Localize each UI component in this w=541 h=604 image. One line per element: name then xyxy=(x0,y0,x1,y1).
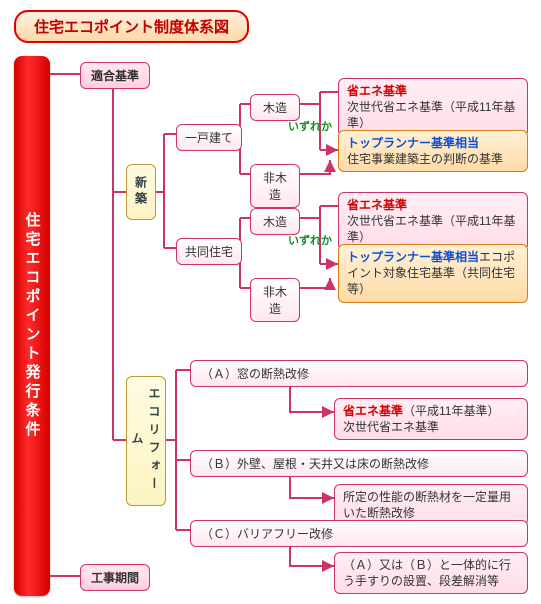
txt: 省エネ基準 xyxy=(347,84,407,98)
txt: （平成11年基準） xyxy=(403,404,499,418)
node-wood-1: 木造 xyxy=(250,94,300,121)
node-conformity: 適合基準 xyxy=(80,62,150,89)
txt: トップランナー基準相当 xyxy=(347,136,479,150)
reform-a-detail: 省エネ基準（平成11年基準） 次世代省エネ基準 xyxy=(334,398,528,440)
node-nonwood-1: 非木造 xyxy=(250,164,300,208)
txt: トップランナー基準相当 xyxy=(347,250,479,264)
either-2: いずれか xyxy=(288,232,332,248)
txt: 住宅事業建築主の判断の基準 xyxy=(347,152,503,166)
txt: 省エネ基準 xyxy=(347,198,407,212)
node-reform: エコリフォーム xyxy=(126,376,166,506)
txt: 次世代省エネ基準 xyxy=(343,420,439,434)
sidebar-label: 住宅エコポイント発行条件 xyxy=(22,212,43,440)
criteria-toprunner-2: トップランナー基準相当エコポイント対象住宅基準（共同住宅等） xyxy=(338,244,528,303)
txt: 次世代省エネ基準（平成11年基準） xyxy=(347,100,515,130)
criteria-energy-2: 省エネ基準 次世代省エネ基準（平成11年基準） xyxy=(338,192,528,251)
reform-c: （Ｃ）バリアフリー改修 xyxy=(190,520,528,547)
node-new-build: 新築 xyxy=(126,164,156,220)
either-1: いずれか xyxy=(288,118,332,134)
node-nonwood-2: 非木造 xyxy=(250,278,300,322)
criteria-toprunner-1: トップランナー基準相当 住宅事業建築主の判断の基準 xyxy=(338,130,528,172)
diagram-title: 住宅エコポイント制度体系図 xyxy=(14,10,249,43)
node-collective: 共同住宅 xyxy=(176,238,242,265)
node-period: 工事期間 xyxy=(80,564,150,591)
txt: 省エネ基準 xyxy=(343,404,403,418)
sidebar: 住宅エコポイント発行条件 xyxy=(14,56,50,596)
criteria-energy-1: 省エネ基準 次世代省エネ基準（平成11年基準） xyxy=(338,78,528,137)
txt: 次世代省エネ基準（平成11年基準） xyxy=(347,214,515,244)
node-wood-2: 木造 xyxy=(250,208,300,235)
reform-a: （Ａ）窓の断熱改修 xyxy=(190,360,528,387)
reform-b: （Ｂ）外壁、屋根・天井又は床の断熱改修 xyxy=(190,450,528,477)
node-detached: 一戸建て xyxy=(176,124,242,151)
reform-c-detail: （Ａ）又は（Ｂ）と一体的に行う手すりの設置、段差解消等 xyxy=(334,552,528,594)
